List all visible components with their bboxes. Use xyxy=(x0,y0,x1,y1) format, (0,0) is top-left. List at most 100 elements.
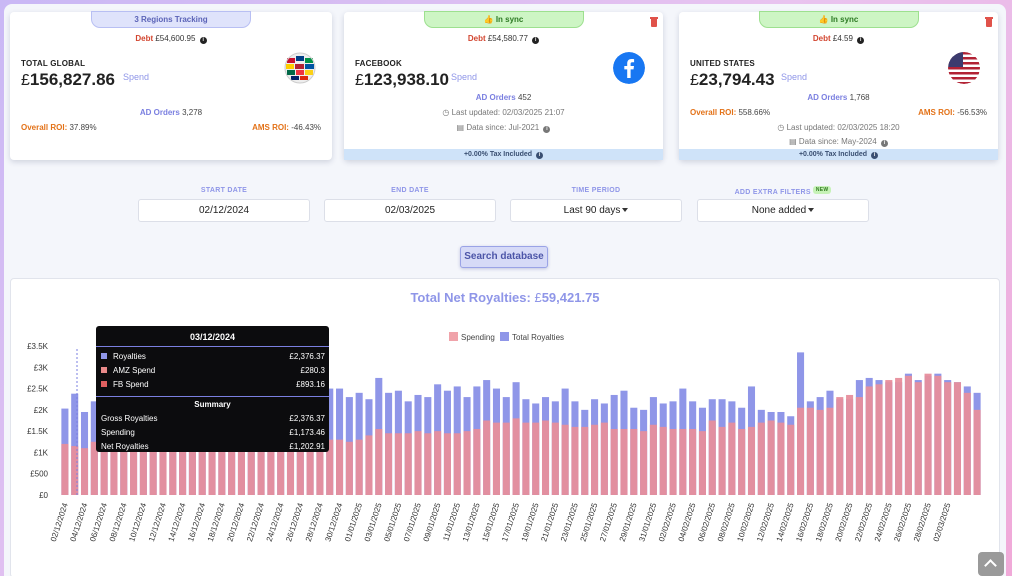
spending-bar xyxy=(326,439,334,495)
spending-bar xyxy=(973,409,981,495)
spending-bar xyxy=(591,424,599,495)
spending-bar xyxy=(541,420,550,495)
spending-bar xyxy=(296,441,304,495)
spending-bar xyxy=(679,429,687,495)
info-icon[interactable]: i xyxy=(536,152,544,159)
extra-filters-label: ADD EXTRA FILTERS NEW xyxy=(697,186,869,196)
info-icon[interactable]: i xyxy=(532,37,540,44)
scroll-to-top-button[interactable] xyxy=(978,552,1004,576)
spending-bar xyxy=(237,441,245,495)
x-tick-label: 14/02/2025 xyxy=(775,501,796,542)
debt-line: Debt £54,600.95 i xyxy=(10,34,332,44)
spending-bar xyxy=(698,431,706,495)
y-tick-label: £1.5K xyxy=(27,427,49,436)
spend-label: Spend xyxy=(781,72,808,82)
ams-roi: AMS ROI: -56.53% xyxy=(918,108,987,117)
spending-bar xyxy=(787,424,795,495)
x-tick-label: 27/01/2025 xyxy=(598,501,619,542)
spending-bar xyxy=(669,429,677,495)
spending-bar xyxy=(483,420,491,495)
fb-spend-swatch xyxy=(101,381,107,387)
x-tick-label: 20/02/2025 xyxy=(834,501,855,542)
x-tick-label: 26/02/2025 xyxy=(892,501,913,542)
tooltip-row-amz-spend: AMZ Spend £280.3 xyxy=(96,364,329,378)
spending-bar xyxy=(443,433,451,495)
debt-label: Debt xyxy=(135,34,154,43)
x-tick-label: 01/01/2025 xyxy=(343,501,364,542)
spending-bar xyxy=(277,439,285,495)
sync-badge: 👍 In sync xyxy=(423,11,584,28)
sync-badge: 👍 In sync xyxy=(758,11,919,28)
spending-bar xyxy=(816,409,824,495)
spending-bar xyxy=(375,429,383,495)
debt-line: Debt £54,580.77 i xyxy=(344,34,663,44)
spending-bar xyxy=(336,439,344,495)
info-icon[interactable]: i xyxy=(880,140,888,147)
y-tick-label: £3.5K xyxy=(27,342,49,351)
facebook-card: 👍 In sync Debt £54,580.77 i FACEBOOK £12… xyxy=(344,11,663,160)
royalties-swatch xyxy=(101,353,107,359)
spending-bar xyxy=(836,397,844,495)
spending-bar xyxy=(355,439,363,495)
trash-icon[interactable] xyxy=(650,17,658,27)
y-tick-label: £0 xyxy=(39,491,48,500)
spending-bar xyxy=(218,437,226,495)
start-date-input[interactable]: 02/12/2024 xyxy=(138,199,310,222)
spending-bar xyxy=(630,429,638,495)
card-amount: £156,827.86 xyxy=(21,70,115,89)
ams-roi: AMS ROI: -46.43% xyxy=(252,123,321,132)
x-tick-label: 12/12/2024 xyxy=(147,501,168,542)
info-icon[interactable]: i xyxy=(199,37,207,44)
x-tick-label: 06/12/2024 xyxy=(88,501,109,542)
trash-icon[interactable] xyxy=(985,17,993,27)
spending-bar xyxy=(600,422,608,495)
spending-bar xyxy=(316,437,324,495)
card-name: FACEBOOK xyxy=(355,59,402,68)
end-date-label: END DATE xyxy=(391,187,429,194)
y-tick-label: £2.5K xyxy=(27,385,49,394)
tooltip-row-fb-spend: FB Spend £893.16 xyxy=(96,378,329,392)
legend-swatch-royalties xyxy=(500,332,509,341)
x-tick-label: 06/02/2025 xyxy=(696,501,717,542)
info-icon[interactable]: i xyxy=(871,152,879,159)
spending-bar xyxy=(767,420,775,495)
spending-bar xyxy=(826,407,834,495)
spending-bar xyxy=(61,443,69,495)
x-tick-label: 24/12/2024 xyxy=(265,501,286,542)
tooltip-row-royalties: Royalties £2,376.37 xyxy=(96,350,329,364)
spending-bar xyxy=(345,441,353,495)
spending-bar xyxy=(149,443,157,495)
time-period-select[interactable]: Last 90 days xyxy=(510,199,682,222)
x-tick-label: 30/12/2024 xyxy=(324,501,345,542)
spending-bar xyxy=(689,429,697,495)
spending-bar xyxy=(198,437,206,495)
info-icon[interactable]: i xyxy=(543,126,551,133)
spending-bar xyxy=(904,375,912,495)
spending-bar xyxy=(512,418,520,495)
spending-bar xyxy=(257,437,265,495)
app-frame: 3 Regions Tracking Debt £54,600.95 i TOT… xyxy=(4,4,1006,576)
spending-bar xyxy=(424,433,432,495)
end-date-input[interactable]: 02/03/2025 xyxy=(324,199,496,222)
chart-tooltip: 03/12/2024 Royalties £2,376.37 AMZ Spend £… xyxy=(96,326,329,452)
search-database-button[interactable]: Search database xyxy=(460,246,548,268)
data-since: ▤ Data since: Jul-2021 i xyxy=(344,123,663,133)
spending-bar xyxy=(414,431,422,495)
extra-filters-select[interactable]: None added xyxy=(697,199,869,222)
spending-bar xyxy=(286,443,295,495)
spending-bar xyxy=(806,407,814,495)
debt-value: £54,600.95 xyxy=(155,34,196,43)
x-tick-label: 21/01/2025 xyxy=(539,501,560,542)
chart-title: Total Net Royalties: £59,421.75 xyxy=(410,290,600,305)
spending-bar xyxy=(110,441,118,495)
spending-bar xyxy=(267,441,275,495)
x-tick-label: 08/02/2025 xyxy=(716,501,737,542)
x-tick-label: 12/02/2025 xyxy=(755,501,776,542)
spending-bar xyxy=(492,422,501,495)
info-icon[interactable]: i xyxy=(857,37,865,44)
x-tick-label: 07/01/2025 xyxy=(402,501,423,542)
spending-bar xyxy=(139,446,147,495)
x-tick-label: 14/12/2024 xyxy=(167,501,188,542)
spending-bar xyxy=(846,394,854,495)
spending-bar xyxy=(522,422,530,495)
